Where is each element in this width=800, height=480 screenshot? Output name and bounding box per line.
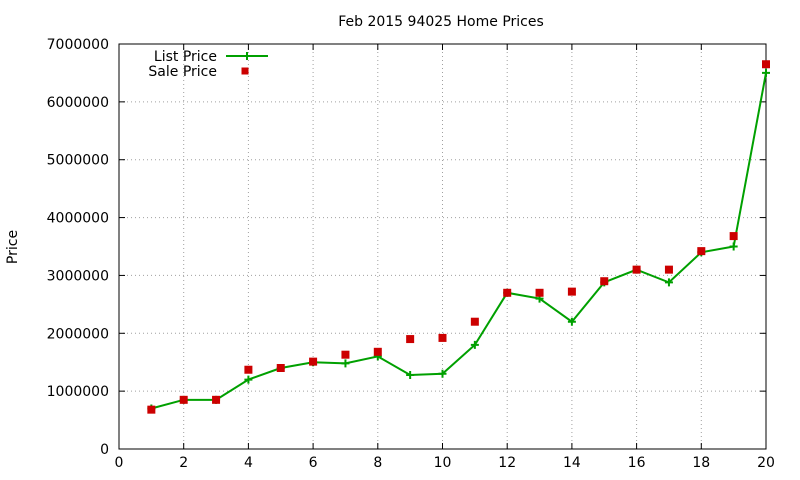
list-price-point [406, 370, 415, 379]
sale-price-point [438, 333, 447, 342]
y-tick-label: 0 [100, 442, 109, 458]
x-tick-label: 6 [309, 455, 318, 471]
list-price-point [664, 278, 673, 287]
x-tick-label: 2 [179, 455, 188, 471]
y-tick-label: 7000000 [47, 37, 109, 53]
axes: 0 2 4 6 8 10 12 14 16 18 20 0 1000000 2000000 3000000 4… [47, 37, 775, 471]
plot-area [147, 60, 770, 414]
sale-price-point [729, 232, 738, 241]
sale-price-point [697, 247, 706, 256]
sale-price-point [147, 405, 156, 414]
sale-price-point [600, 277, 609, 286]
list-price-point [762, 68, 770, 77]
list-price-point [470, 340, 479, 349]
sale-price-point [762, 60, 770, 69]
x-tick-label: 12 [498, 455, 516, 471]
sale-price-point [244, 365, 253, 374]
x-tick-label: 14 [563, 455, 581, 471]
x-tick-label: 0 [115, 455, 124, 471]
x-tick-label: 8 [373, 455, 382, 471]
y-tick-label: 5000000 [47, 153, 109, 169]
x-tick-label: 18 [692, 455, 710, 471]
list-price-point [438, 369, 447, 378]
list-price-point [341, 359, 350, 368]
list-price-point [729, 242, 738, 251]
y-tick-label: 1000000 [47, 384, 109, 400]
sale-price-point [406, 335, 415, 344]
sale-price-point [179, 395, 188, 404]
sale-price-point [309, 357, 318, 366]
sale-price-point [470, 317, 479, 326]
legend-label-sale-price: Sale Price [148, 64, 217, 80]
list-price-point [244, 375, 253, 384]
legend-plus-glyph [243, 52, 251, 60]
sale-price-point [567, 287, 576, 296]
sale-price-point [373, 347, 382, 356]
series-line-list-price [151, 72, 767, 410]
legend: List Price Sale Price [148, 49, 268, 80]
x-tick-label: 10 [434, 455, 452, 471]
x-tick-label: 20 [757, 455, 775, 471]
sale-price-point [341, 350, 350, 359]
legend-marker-sale-price [241, 67, 249, 75]
sale-price-point [276, 364, 285, 372]
plot-frame [118, 43, 767, 450]
grid [119, 44, 766, 449]
x-tick-label: 4 [244, 455, 253, 471]
x-tick-label: 16 [628, 455, 646, 471]
y-tick-label: 2000000 [47, 326, 109, 342]
y-tick-label: 6000000 [47, 95, 109, 111]
legend-marker-list-price [243, 52, 251, 60]
chart-title: Feb 2015 94025 Home Prices [338, 14, 544, 30]
sale-price-point [664, 265, 673, 274]
sale-price-point [535, 288, 544, 297]
y-tick-label: 4000000 [47, 211, 109, 227]
y-tick-label: 3000000 [47, 268, 109, 284]
legend-label-list-price: List Price [154, 49, 217, 65]
y-axis-label: Price [5, 230, 21, 264]
sale-price-point [503, 288, 512, 297]
sale-price-point [632, 265, 641, 274]
list-price-point [567, 317, 576, 326]
sale-price-point [212, 395, 221, 404]
